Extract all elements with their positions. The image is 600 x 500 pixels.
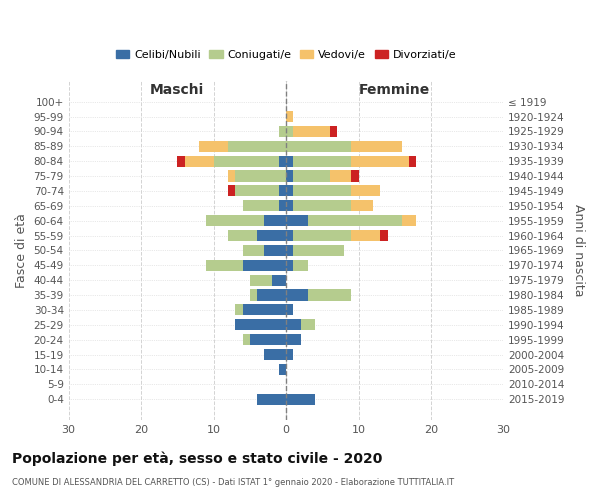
Bar bbox=[286, 260, 293, 271]
Bar bbox=[301, 319, 315, 330]
Bar bbox=[228, 186, 235, 196]
Y-axis label: Fasce di età: Fasce di età bbox=[15, 213, 28, 288]
Bar bbox=[293, 260, 308, 271]
Bar bbox=[272, 274, 286, 285]
Bar bbox=[235, 186, 279, 196]
Bar bbox=[293, 200, 351, 211]
Bar bbox=[308, 290, 351, 300]
Bar bbox=[329, 170, 351, 181]
Bar bbox=[279, 126, 286, 137]
Bar bbox=[228, 230, 257, 241]
Bar bbox=[250, 274, 272, 285]
Bar bbox=[228, 140, 286, 152]
Bar bbox=[206, 260, 242, 271]
Bar bbox=[242, 334, 250, 345]
Bar bbox=[293, 170, 329, 181]
Bar bbox=[257, 290, 286, 300]
Bar bbox=[286, 349, 293, 360]
Bar bbox=[293, 245, 344, 256]
Bar bbox=[351, 200, 373, 211]
Bar bbox=[286, 334, 301, 345]
Bar bbox=[293, 230, 351, 241]
Bar bbox=[235, 319, 286, 330]
Bar bbox=[286, 245, 293, 256]
Bar bbox=[351, 230, 380, 241]
Bar bbox=[293, 126, 329, 137]
Bar bbox=[286, 394, 315, 404]
Bar bbox=[402, 215, 416, 226]
Bar bbox=[286, 319, 301, 330]
Bar bbox=[329, 126, 337, 137]
Bar bbox=[380, 230, 388, 241]
Text: Maschi: Maschi bbox=[150, 83, 205, 97]
Bar bbox=[242, 200, 279, 211]
Bar bbox=[286, 140, 351, 152]
Bar bbox=[293, 156, 351, 166]
Bar bbox=[206, 215, 265, 226]
Bar bbox=[250, 334, 286, 345]
Bar bbox=[286, 230, 293, 241]
Bar bbox=[185, 156, 214, 166]
Bar bbox=[265, 349, 286, 360]
Bar bbox=[409, 156, 416, 166]
Bar bbox=[235, 304, 242, 316]
Bar bbox=[250, 290, 257, 300]
Bar bbox=[257, 394, 286, 404]
Y-axis label: Anni di nascita: Anni di nascita bbox=[572, 204, 585, 296]
Bar bbox=[286, 200, 293, 211]
Bar bbox=[286, 126, 293, 137]
Bar bbox=[286, 170, 293, 181]
Bar bbox=[279, 200, 286, 211]
Bar bbox=[199, 140, 228, 152]
Bar bbox=[286, 290, 308, 300]
Bar bbox=[279, 186, 286, 196]
Legend: Celibi/Nubili, Coniugati/e, Vedovi/e, Divorziati/e: Celibi/Nubili, Coniugati/e, Vedovi/e, Di… bbox=[112, 46, 460, 64]
Bar bbox=[228, 170, 235, 181]
Bar bbox=[351, 156, 409, 166]
Bar bbox=[351, 140, 402, 152]
Bar bbox=[242, 260, 286, 271]
Text: Femmine: Femmine bbox=[359, 83, 430, 97]
Bar bbox=[178, 156, 185, 166]
Bar bbox=[308, 215, 402, 226]
Bar bbox=[242, 304, 286, 316]
Bar bbox=[286, 215, 308, 226]
Bar bbox=[242, 245, 265, 256]
Text: Popolazione per età, sesso e stato civile - 2020: Popolazione per età, sesso e stato civil… bbox=[12, 451, 382, 466]
Bar bbox=[286, 304, 293, 316]
Bar bbox=[279, 156, 286, 166]
Bar bbox=[293, 186, 351, 196]
Bar bbox=[286, 111, 293, 122]
Bar bbox=[257, 230, 286, 241]
Bar bbox=[265, 215, 286, 226]
Bar bbox=[279, 364, 286, 375]
Bar bbox=[286, 156, 293, 166]
Bar bbox=[351, 170, 359, 181]
Text: COMUNE DI ALESSANDRIA DEL CARRETTO (CS) - Dati ISTAT 1° gennaio 2020 - Elaborazi: COMUNE DI ALESSANDRIA DEL CARRETTO (CS) … bbox=[12, 478, 454, 487]
Bar bbox=[265, 245, 286, 256]
Bar bbox=[351, 186, 380, 196]
Bar bbox=[286, 186, 293, 196]
Bar bbox=[235, 170, 286, 181]
Bar bbox=[214, 156, 279, 166]
